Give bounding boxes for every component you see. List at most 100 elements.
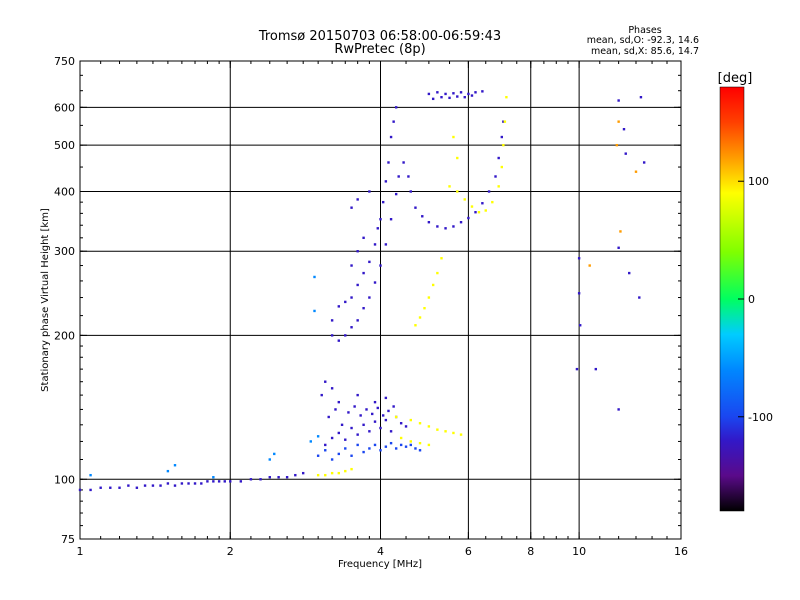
data-point (193, 482, 197, 485)
data-point (187, 482, 190, 485)
data-point (379, 218, 382, 221)
data-point (487, 190, 491, 193)
data-point (368, 296, 371, 299)
data-point (324, 380, 327, 383)
data-point (444, 227, 447, 230)
phases-x-stats: mean, sd,X: 85.6, 14.7 (591, 46, 699, 57)
data-point (350, 467, 353, 471)
data-point (135, 486, 139, 489)
data-point (594, 367, 598, 371)
data-point (503, 120, 507, 123)
data-point (376, 227, 379, 230)
data-point (330, 319, 334, 322)
data-point (334, 408, 337, 411)
data-point (379, 264, 382, 267)
y-tick-label: 100 (54, 473, 75, 486)
data-point (381, 200, 385, 204)
y-tick-label: 600 (54, 101, 75, 114)
data-point (368, 260, 371, 264)
data-point (313, 309, 316, 313)
data-point (481, 90, 484, 93)
data-point (316, 454, 320, 457)
data-point (500, 135, 504, 139)
data-point (474, 211, 477, 214)
data-point (350, 454, 353, 457)
data-point (456, 95, 459, 98)
data-point (617, 99, 620, 102)
data-point (389, 218, 393, 221)
data-point (389, 430, 393, 433)
data-point (414, 206, 417, 209)
data-point (379, 449, 382, 452)
data-point (399, 422, 403, 425)
colorbar-tick-label: -100 (748, 411, 773, 424)
data-point (324, 443, 327, 447)
colorbar-label: [deg] (718, 71, 753, 86)
x-tick-label: 8 (527, 545, 534, 558)
data-point (494, 175, 497, 178)
data-point (467, 216, 470, 220)
data-point (579, 324, 582, 327)
data-point (273, 452, 276, 456)
data-point (394, 447, 398, 450)
data-point (409, 190, 412, 193)
data-point (423, 306, 426, 310)
y-tick-label: 75 (61, 533, 75, 546)
data-point (491, 200, 494, 204)
data-point (268, 458, 271, 461)
data-point (166, 469, 170, 473)
data-point (427, 92, 431, 96)
data-point (268, 476, 271, 479)
data-point (327, 415, 330, 419)
data-point (212, 480, 215, 483)
data-point (421, 215, 424, 218)
y-tick-label: 500 (54, 139, 75, 152)
data-point (127, 484, 130, 487)
data-point (452, 92, 455, 95)
data-point (206, 480, 209, 483)
data-point (368, 430, 371, 433)
data-point (642, 161, 646, 164)
data-point (615, 143, 619, 147)
data-point (212, 476, 215, 479)
data-point (409, 440, 412, 443)
data-point (337, 339, 341, 342)
data-point (356, 433, 359, 436)
data-point (619, 230, 622, 233)
data-point (344, 334, 347, 337)
data-point (389, 135, 393, 139)
data-point (459, 221, 463, 224)
data-point (502, 143, 505, 147)
data-point (497, 156, 500, 160)
data-point (118, 486, 121, 489)
data-point (373, 243, 377, 246)
data-point (362, 271, 365, 275)
x-tick-label: 1 (77, 545, 84, 558)
data-point (356, 198, 359, 201)
data-point (99, 486, 102, 489)
data-point (463, 198, 466, 201)
data-point (109, 486, 112, 489)
data-point (484, 209, 487, 212)
data-point (365, 408, 368, 411)
data-point (344, 438, 347, 441)
data-point (470, 205, 474, 208)
data-point (431, 283, 435, 287)
data-point (459, 91, 463, 94)
data-point (638, 296, 641, 299)
data-point (436, 428, 439, 431)
data-point (356, 283, 359, 287)
data-point (456, 156, 459, 160)
data-point (344, 447, 347, 450)
data-point (324, 473, 327, 477)
data-point (337, 471, 341, 475)
x-tick-labels: 1 2 4 6 8 10 16 (77, 545, 689, 558)
data-point (577, 292, 581, 295)
data-point (223, 480, 226, 483)
data-point (350, 426, 353, 430)
data-point (337, 452, 341, 456)
data-point (330, 471, 334, 475)
data-point (414, 324, 417, 327)
data-point (617, 246, 620, 249)
data-point (387, 161, 390, 164)
